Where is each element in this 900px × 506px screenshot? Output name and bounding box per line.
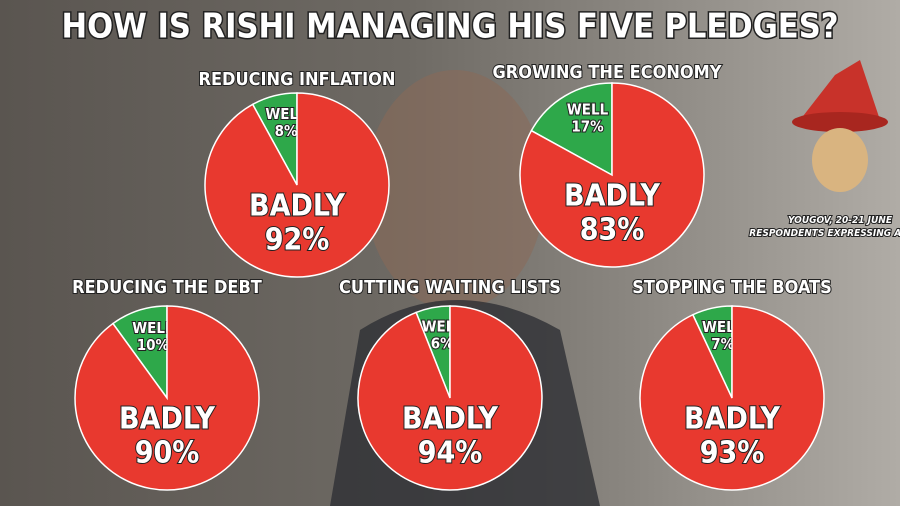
slice-category-label: WELL [567, 101, 609, 119]
pie-title: REDUCING INFLATION [199, 69, 396, 90]
main-title: HOW IS RISHI MANAGING HIS FIVE PLEDGES? [62, 7, 839, 47]
slice-value-label: 94% [418, 436, 483, 471]
pie-slice [204, 92, 390, 278]
slice-value-label: 17% [571, 118, 604, 136]
slice-category-label: WELL [132, 319, 174, 337]
slice-value-label: 8% [275, 122, 298, 140]
slice-category-label: BADLY [402, 402, 498, 437]
pie-slice [639, 305, 825, 491]
slice-value-label: 92% [265, 223, 330, 258]
slice-category-label: BADLY [249, 189, 345, 224]
slice-category-label: BADLY [684, 402, 780, 437]
slice-value-label: 90% [135, 436, 200, 471]
source-note: RESPONDENTS EXPRESSING A VIEW [749, 228, 900, 239]
pie-slice [519, 82, 705, 268]
source-note: YOUGOV, 20-21 JUNE [788, 215, 893, 226]
slice-category-label: BADLY [119, 402, 215, 437]
pie-title: CUTTING WAITING LISTS [339, 277, 561, 298]
pie-slice [357, 305, 543, 491]
slice-value-label: 10% [137, 336, 170, 354]
slice-value-label: 6% [431, 334, 454, 352]
pie-title: GROWING THE ECONOMY [492, 62, 721, 83]
slice-value-label: 93% [700, 436, 765, 471]
slice-value-label: 7% [711, 335, 734, 353]
photo-face [365, 70, 545, 310]
pie-title: REDUCING THE DEBT [72, 277, 262, 298]
pie-title: STOPPING THE BOATS [632, 277, 831, 298]
slice-category-label: BADLY [564, 179, 660, 214]
slice-value-label: 83% [580, 213, 645, 248]
pie-slice [530, 82, 613, 177]
logo [792, 60, 888, 192]
pie-slice [74, 305, 260, 491]
